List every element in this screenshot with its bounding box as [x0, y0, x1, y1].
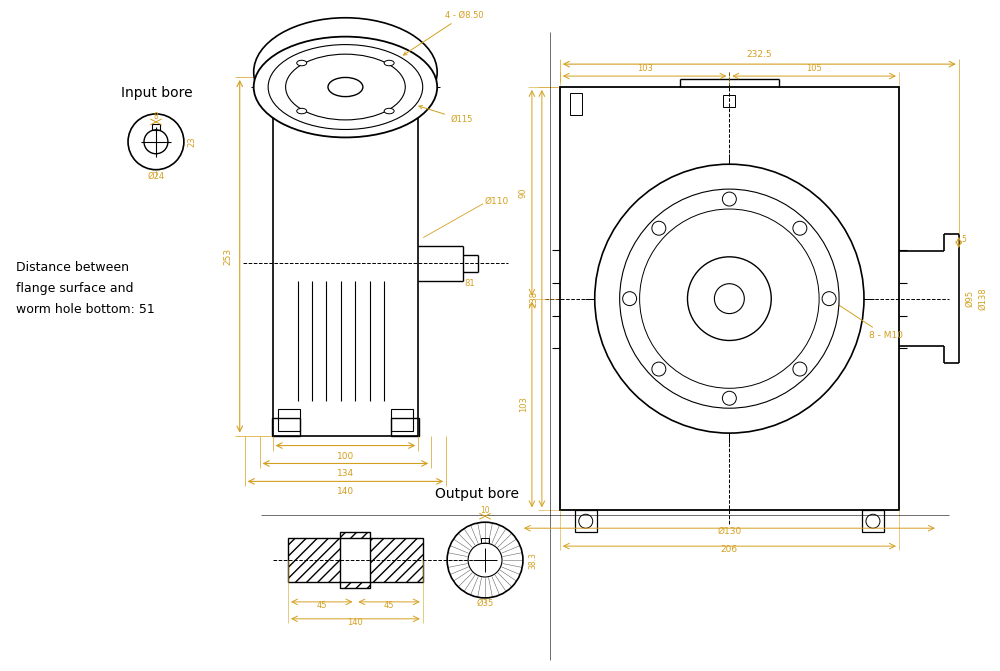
Bar: [391, 409, 413, 431]
Bar: [278, 409, 300, 431]
Text: Output bore: Output bore: [435, 487, 519, 501]
Circle shape: [722, 391, 736, 405]
Bar: [391, 417, 419, 435]
Bar: [272, 417, 300, 435]
Circle shape: [623, 292, 637, 305]
Circle shape: [714, 284, 744, 313]
Text: 100: 100: [337, 452, 354, 460]
Text: Ø130: Ø130: [717, 527, 741, 536]
Text: 4 - Ø8.50: 4 - Ø8.50: [404, 10, 484, 55]
Bar: [481, 537, 489, 543]
Circle shape: [620, 189, 839, 408]
Bar: [862, 510, 884, 532]
Text: 45: 45: [384, 601, 394, 610]
Text: 8 - M10: 8 - M10: [832, 301, 903, 340]
Ellipse shape: [297, 60, 307, 66]
Ellipse shape: [288, 56, 403, 119]
Bar: [560, 87, 899, 510]
Bar: [723, 95, 735, 107]
Text: 232.5: 232.5: [746, 50, 772, 59]
Text: 140: 140: [337, 487, 354, 497]
Text: 103: 103: [637, 64, 653, 73]
Text: 5: 5: [962, 236, 967, 244]
Bar: [288, 538, 423, 582]
Circle shape: [595, 164, 864, 433]
Text: 8: 8: [154, 112, 158, 121]
Text: 206: 206: [721, 545, 738, 554]
Circle shape: [652, 362, 666, 376]
Bar: [370, 538, 423, 582]
Text: Ø35: Ø35: [476, 599, 494, 608]
Text: 140: 140: [348, 618, 363, 627]
Circle shape: [793, 221, 807, 236]
Circle shape: [640, 209, 819, 389]
Ellipse shape: [328, 77, 363, 97]
Text: Ø95: Ø95: [966, 290, 975, 307]
Text: 238: 238: [529, 291, 538, 307]
Ellipse shape: [254, 37, 437, 138]
Text: 81: 81: [465, 279, 475, 289]
Ellipse shape: [268, 44, 423, 130]
Text: 134: 134: [337, 470, 354, 478]
Text: Ø110: Ø110: [485, 197, 509, 206]
Text: 105: 105: [806, 64, 822, 73]
Ellipse shape: [297, 108, 307, 114]
Bar: [340, 532, 370, 538]
Bar: [288, 538, 340, 582]
Text: 38.3: 38.3: [528, 552, 537, 568]
Circle shape: [687, 257, 771, 340]
Text: 23: 23: [188, 136, 197, 147]
Bar: [152, 124, 160, 130]
Text: 253: 253: [224, 248, 233, 265]
Text: Ø115: Ø115: [419, 105, 473, 124]
Circle shape: [722, 192, 736, 206]
Ellipse shape: [384, 60, 394, 66]
Ellipse shape: [384, 108, 394, 114]
Circle shape: [822, 292, 836, 305]
Text: Input bore: Input bore: [121, 86, 193, 100]
Bar: [570, 93, 582, 115]
Bar: [340, 582, 370, 588]
Ellipse shape: [254, 17, 437, 126]
Bar: [340, 532, 370, 588]
Text: Ø24: Ø24: [147, 172, 165, 180]
Circle shape: [652, 221, 666, 236]
Text: 103: 103: [519, 397, 528, 413]
Ellipse shape: [286, 54, 405, 120]
Text: Ø138: Ø138: [979, 287, 988, 310]
Text: 45: 45: [316, 601, 327, 610]
Circle shape: [793, 362, 807, 376]
Bar: [575, 510, 597, 532]
Bar: [273, 77, 418, 435]
Text: Distance between
flange surface and
worm hole bottom: 51: Distance between flange surface and worm…: [16, 261, 155, 316]
Text: 10: 10: [480, 506, 490, 515]
Text: 90: 90: [519, 188, 528, 198]
